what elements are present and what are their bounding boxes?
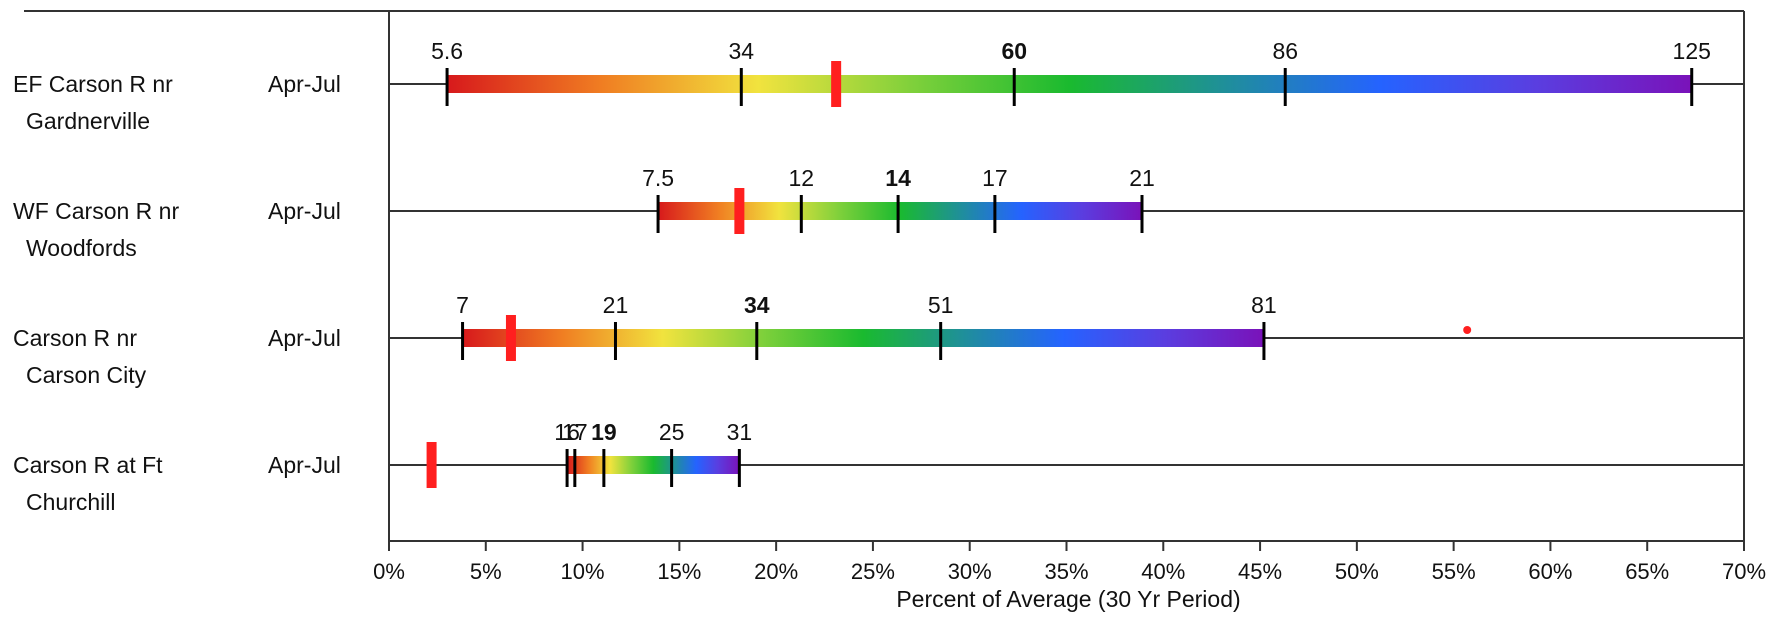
station-label-line-2: Churchill [26,489,115,515]
value-label: 31 [727,419,753,445]
value-label: 60 [1001,38,1027,64]
range-bar [567,456,740,474]
station-label-line-1: Carson R nr [13,325,137,351]
period-label: Apr-Jul [268,71,341,97]
value-label: 21 [1129,165,1155,191]
x-axis-tick-label: 25% [851,559,895,584]
x-axis-tick-label: 65% [1625,559,1669,584]
x-axis-tick-label: 70% [1722,559,1766,584]
period-label: Apr-Jul [268,452,341,478]
value-label: 125 [1673,38,1711,64]
value-label: 16 [554,419,580,445]
value-label: 25 [659,419,685,445]
value-label: 81 [1251,292,1277,318]
station-label-line-2: Gardnerville [26,108,150,134]
x-axis-title: Percent of Average (30 Yr Period) [896,586,1240,612]
x-axis-tick-label: 50% [1335,559,1379,584]
current-marker [831,61,842,107]
range-bar [447,75,1692,93]
chart-rows: 5.6 34 60 86 125 EF Carson R nr Gardnerville Ap… [13,38,1744,515]
value-label: 21 [603,292,629,318]
x-axis-tick-label: 35% [1044,559,1088,584]
x-axis-tick-label: 0% [373,559,405,584]
value-label: 19 [591,419,617,445]
range-bar [462,329,1264,347]
value-label: 86 [1272,38,1298,64]
period-label: Apr-Jul [268,198,341,224]
value-label: 14 [885,165,911,191]
period-label: Apr-Jul [268,325,341,351]
chart-row: 7 21 34 51 81 Carson R nr Carson City Apr-Jul [13,292,1744,388]
current-marker [426,442,437,488]
x-axis-tick-label: 15% [657,559,701,584]
x-axis-tick-label: 45% [1238,559,1282,584]
x-axis-tick-label: 55% [1432,559,1476,584]
x-axis-tick-label: 40% [1141,559,1185,584]
value-label: 34 [729,38,755,64]
extra-point [1463,326,1472,334]
value-label: 17 [982,165,1008,191]
x-axis-tick-label: 5% [470,559,502,584]
value-label: 34 [744,292,770,318]
value-label: 51 [928,292,954,318]
station-label-line-2: Carson City [26,362,147,388]
x-axis-tick-label: 60% [1528,559,1572,584]
range-bar [658,202,1142,220]
x-axis-tick-label: 30% [948,559,992,584]
x-axis-tick-label: 20% [754,559,798,584]
value-label: 7 [456,292,469,318]
value-label: 7.5 [642,165,674,191]
value-label: 12 [789,165,815,191]
station-label-line-1: Carson R at Ft [13,452,163,478]
station-label-line-2: Woodfords [26,235,137,261]
chart-row: 7.5 12 14 17 21 WF Carson R nr Woodfords Apr-Ju… [13,165,1744,261]
current-marker [734,188,745,234]
chart-row: 5.6 34 60 86 125 EF Carson R nr Gardnerville Ap… [13,38,1744,134]
station-label-line-1: WF Carson R nr [13,198,179,224]
value-label: 17 [562,419,588,445]
station-label-line-1: EF Carson R nr [13,71,173,97]
current-marker [505,315,516,361]
value-label: 5.6 [431,38,463,64]
x-axis-tick-label: 10% [561,559,605,584]
x-axis: 0% 5% 10% 15% 20% 25% 30% 35% 40% 45% 50% 55% 60% 65%… [373,541,1766,584]
